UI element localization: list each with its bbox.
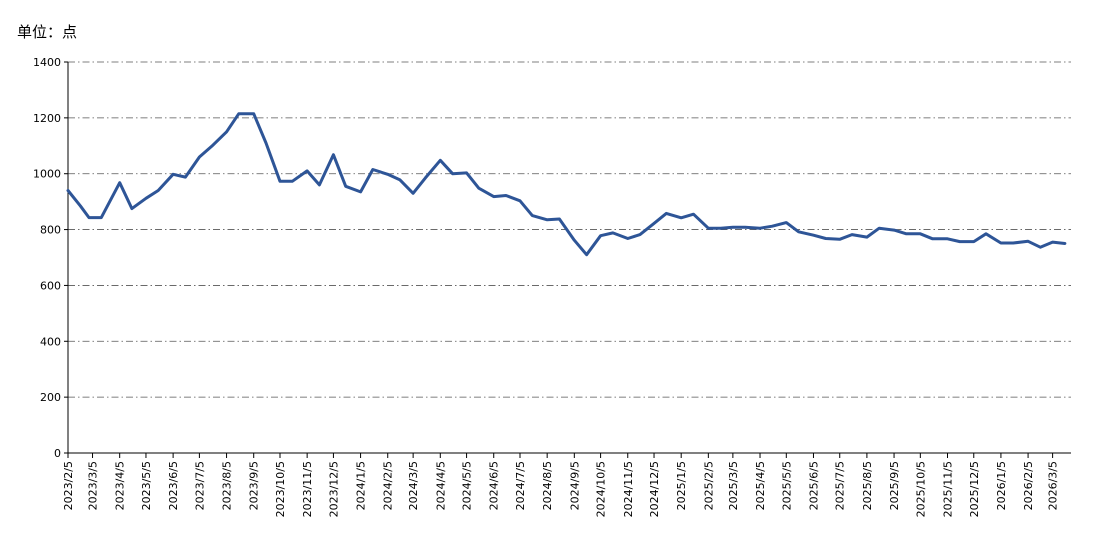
x-tick-label: 2023/9/5: [248, 461, 261, 510]
x-tick-label: 2024/7/5: [514, 461, 527, 510]
series-layer: [66, 112, 1067, 257]
y-tick-label: 800: [40, 224, 61, 237]
x-tick-label: 2023/2/5: [62, 461, 75, 510]
x-tick-label: 2026/1/5: [995, 461, 1008, 510]
x-tick-label: 2023/8/5: [221, 461, 234, 510]
x-tick-label: 2025/2/5: [702, 461, 715, 510]
x-tick-label: 2025/7/5: [834, 461, 847, 510]
x-tick-label: 2023/11/5: [301, 461, 314, 517]
x-tick-label: 2023/5/5: [140, 461, 153, 510]
x-tick-label: 2024/4/5: [434, 461, 447, 510]
x-tick-label: 2023/7/5: [193, 461, 206, 510]
x-tick-label: 2023/12/5: [327, 461, 340, 517]
x-tick-label: 2025/3/5: [727, 461, 740, 510]
x-tick-label: 2023/4/5: [114, 461, 127, 510]
gridlines: [68, 61, 1071, 398]
x-tick-label: 2024/3/5: [407, 461, 420, 510]
x-tick-label: 2025/6/5: [807, 461, 820, 510]
x-tick-label: 2024/12/5: [648, 461, 661, 517]
x-tick-label: 2024/9/5: [568, 461, 581, 510]
x-tick-label: 2025/10/5: [914, 461, 927, 517]
x-tick-label: 2025/5/5: [780, 461, 793, 510]
y-tick-label: 1000: [33, 168, 61, 181]
x-tick-label: 2024/2/5: [382, 461, 395, 510]
y-axis-ticks: 0 200 400 600 800 1000 1200 1400: [33, 56, 68, 460]
x-tick-label: 2025/12/5: [968, 461, 981, 517]
y-tick-label: 1400: [33, 56, 61, 69]
x-tick-label: 2023/10/5: [274, 461, 287, 517]
x-tick-label: 2025/9/5: [888, 461, 901, 510]
y-tick-label: 200: [40, 391, 61, 404]
x-tick-label: 2024/8/5: [541, 461, 554, 510]
unit-label: 单位：点: [17, 23, 78, 41]
x-tick-label: 2026/3/5: [1047, 461, 1060, 510]
x-tick-label: 2023/3/5: [87, 461, 100, 510]
y-tick-label: 0: [54, 447, 61, 460]
x-tick-label: 2024/6/5: [488, 461, 501, 510]
x-tick-label: 2025/4/5: [754, 461, 767, 510]
axes: [67, 62, 1071, 454]
x-tick-label: 2026/2/5: [1022, 461, 1035, 510]
x-tick-label: 2024/10/5: [595, 461, 608, 517]
x-tick-label: 2024/5/5: [461, 461, 474, 510]
x-axis-ticks: 2023/2/5 2023/3/5 2023/4/5 2023/5/5 2023/6/5…: [62, 453, 1060, 517]
x-tick-label: 2024/11/5: [622, 461, 635, 517]
x-tick-label: 2025/11/5: [941, 461, 954, 517]
y-tick-label: 600: [40, 279, 61, 292]
x-tick-label: 2023/6/5: [167, 461, 180, 510]
y-tick-label: 400: [40, 335, 61, 348]
x-tick-label: 2025/8/5: [861, 461, 874, 510]
x-tick-label: 2025/1/5: [675, 461, 688, 510]
series-line: [66, 112, 1067, 257]
y-tick-label: 1200: [33, 112, 61, 125]
x-tick-label: 2024/1/5: [355, 461, 368, 510]
